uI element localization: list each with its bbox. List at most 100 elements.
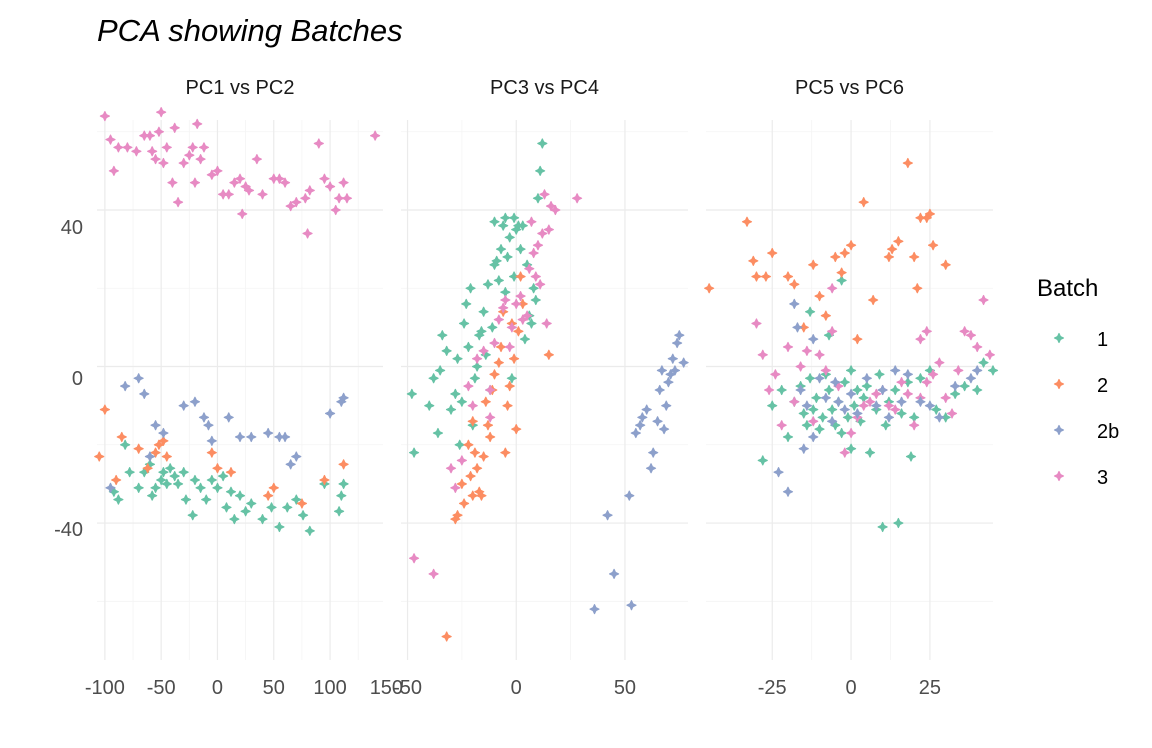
point-batch-1 [336, 490, 347, 501]
point-batch-2 [133, 443, 144, 454]
legend-key-2 [1053, 378, 1065, 390]
point-batch-2b [808, 431, 819, 443]
point-batch-2b [902, 369, 913, 380]
point-batch-1 [234, 490, 246, 501]
legend-symbol-2b [1053, 424, 1065, 436]
point-batch-3 [934, 357, 945, 368]
point-batch-3 [984, 349, 995, 360]
point-batch-1 [461, 298, 472, 310]
legend-title: Batch [1037, 275, 1098, 302]
point-batch-3 [243, 185, 255, 196]
point-batch-3 [814, 349, 825, 360]
point-batch-2 [500, 447, 511, 458]
point-batch-1 [113, 494, 124, 505]
point-batch-1 [915, 373, 926, 384]
x-tick-label: 50 [614, 677, 636, 699]
point-batch-2 [225, 467, 237, 478]
point-batch-3 [485, 412, 496, 423]
point-batch-1 [491, 255, 502, 266]
point-batch-3 [478, 345, 489, 356]
point-batch-1 [502, 251, 513, 263]
point-batch-2b [674, 330, 685, 341]
point-batch-1 [338, 478, 349, 490]
x-tick-label: -50 [147, 677, 176, 699]
point-batch-1 [852, 384, 863, 396]
point-batch-2b [827, 416, 838, 427]
point-batch-2b [669, 365, 681, 376]
point-batch-1 [469, 373, 481, 384]
point-batch-3 [526, 216, 537, 227]
point-batch-1 [519, 334, 531, 345]
point-batch-2b [285, 459, 296, 470]
facet-panel: PC3 vs PC4 -50 0 50 [393, 77, 689, 699]
point-batch-2b [678, 357, 689, 368]
point-batch-3 [279, 177, 291, 188]
point-batch-1 [225, 486, 237, 497]
point-batch-2 [845, 240, 857, 251]
point-batch-1 [530, 294, 541, 306]
point-batch-2b [661, 400, 672, 411]
legend-symbol-3 [1053, 470, 1065, 482]
point-batch-1 [959, 380, 970, 392]
point-batch-2b [608, 568, 620, 580]
point-batch-3 [915, 334, 926, 345]
point-batch-3 [539, 189, 550, 200]
point-batch-2 [915, 212, 926, 223]
point-batch-2b [852, 408, 863, 419]
point-batch-2b [645, 463, 657, 474]
point-batch-3 [532, 240, 544, 251]
point-batch-3 [902, 388, 913, 400]
point-batch-2b [624, 490, 635, 501]
point-batch-2b [654, 384, 665, 396]
x-tick-label: 0 [511, 677, 522, 699]
point-batch-3 [169, 122, 180, 133]
point-batch-1 [515, 244, 526, 255]
point-batch-2b [246, 431, 257, 443]
point-batch-3 [333, 193, 345, 204]
facet-panel: PC1 vs PC2 -100 -50 0 50 100 150 [85, 77, 403, 699]
point-batch-1 [201, 494, 212, 505]
point-batch-3 [147, 146, 158, 157]
point-batch-1 [178, 467, 189, 478]
point-batch-3 [940, 392, 951, 403]
point-batch-3 [953, 365, 964, 376]
point-batch-1 [532, 193, 544, 204]
point-batch-2 [158, 435, 169, 446]
point-batch-3 [370, 130, 381, 141]
point-batch-1 [456, 396, 467, 407]
point-batch-1 [172, 478, 184, 490]
point-batch-3 [845, 427, 857, 439]
point-batch-3 [500, 294, 511, 306]
point-batch-1 [855, 416, 866, 427]
point-batch-1 [972, 384, 983, 396]
point-batch-2 [206, 447, 217, 458]
point-batch-3 [122, 142, 133, 153]
point-batch-3 [801, 345, 813, 356]
point-batch-2b [820, 392, 831, 403]
point-batch-1 [827, 404, 838, 415]
point-batch-2 [504, 380, 515, 392]
point-batch-2 [886, 244, 898, 255]
point-batch-2b [189, 396, 201, 407]
point-batch-2 [467, 490, 478, 501]
point-batch-3 [965, 330, 977, 341]
point-batch-1 [246, 498, 257, 509]
point-batch-3 [189, 177, 201, 188]
point-batch-1 [506, 373, 517, 384]
point-batch-3 [572, 193, 583, 204]
point-batch-1 [450, 388, 461, 400]
point-batch-2b [144, 451, 156, 462]
point-batch-3 [515, 290, 526, 302]
point-batch-1 [195, 482, 206, 493]
point-batch-2b [667, 353, 678, 364]
point-batch-1 [804, 373, 816, 384]
point-batch-2 [296, 498, 308, 509]
point-batch-1 [408, 447, 420, 458]
point-batch-3 [302, 228, 313, 239]
point-batch-3 [187, 142, 198, 153]
point-batch-1 [880, 420, 891, 431]
point-batch-3 [178, 157, 189, 169]
point-batch-1 [877, 521, 888, 533]
x-tick-label: 150 [370, 677, 403, 699]
